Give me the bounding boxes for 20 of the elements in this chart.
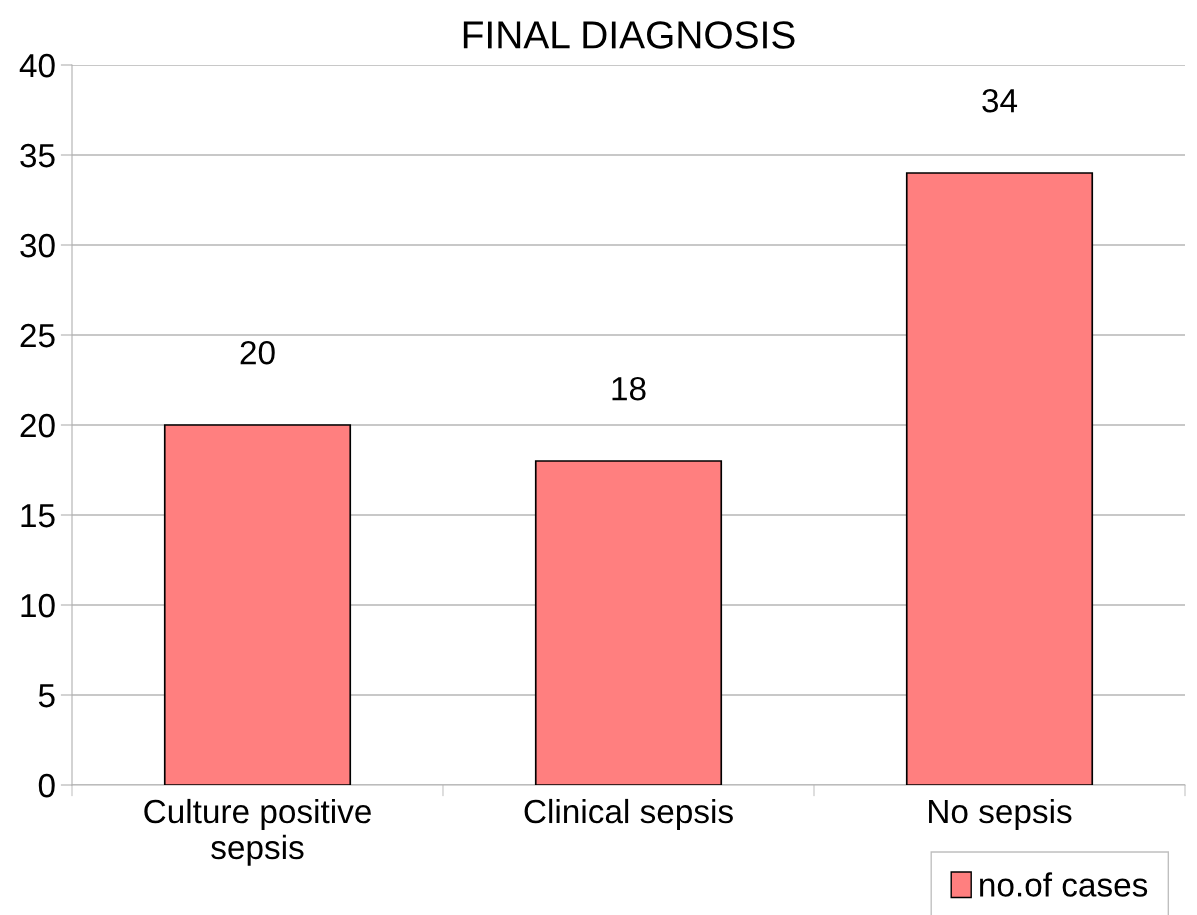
y-tick-label: 20 (20, 413, 55, 438)
x-tick-label: Culture positive sepsis (144, 798, 371, 866)
y-tick-label: 40 (19, 53, 55, 78)
data-label: 34 (982, 88, 1018, 113)
bar (163, 424, 352, 785)
y-tick-label: 15 (21, 504, 55, 528)
legend-label: no.of cases (980, 872, 1148, 897)
y-tick-label: 30 (20, 233, 55, 258)
chart-title: FINAL DIAGNOSIS (463, 21, 795, 49)
x-tick-label: No sepsis (929, 798, 1072, 830)
bar (905, 172, 1094, 785)
y-tick-label: 25 (20, 323, 55, 348)
x-tick-label: Clinical sepsis (524, 798, 733, 830)
bar (534, 460, 723, 785)
y-tick-label: 35 (20, 143, 55, 168)
y-tick-label: 0 (38, 773, 55, 798)
y-tick-label: 5 (38, 684, 55, 708)
y-tick-label: 10 (21, 593, 55, 618)
data-label: 18 (612, 376, 646, 401)
data-label: 20 (240, 340, 275, 365)
